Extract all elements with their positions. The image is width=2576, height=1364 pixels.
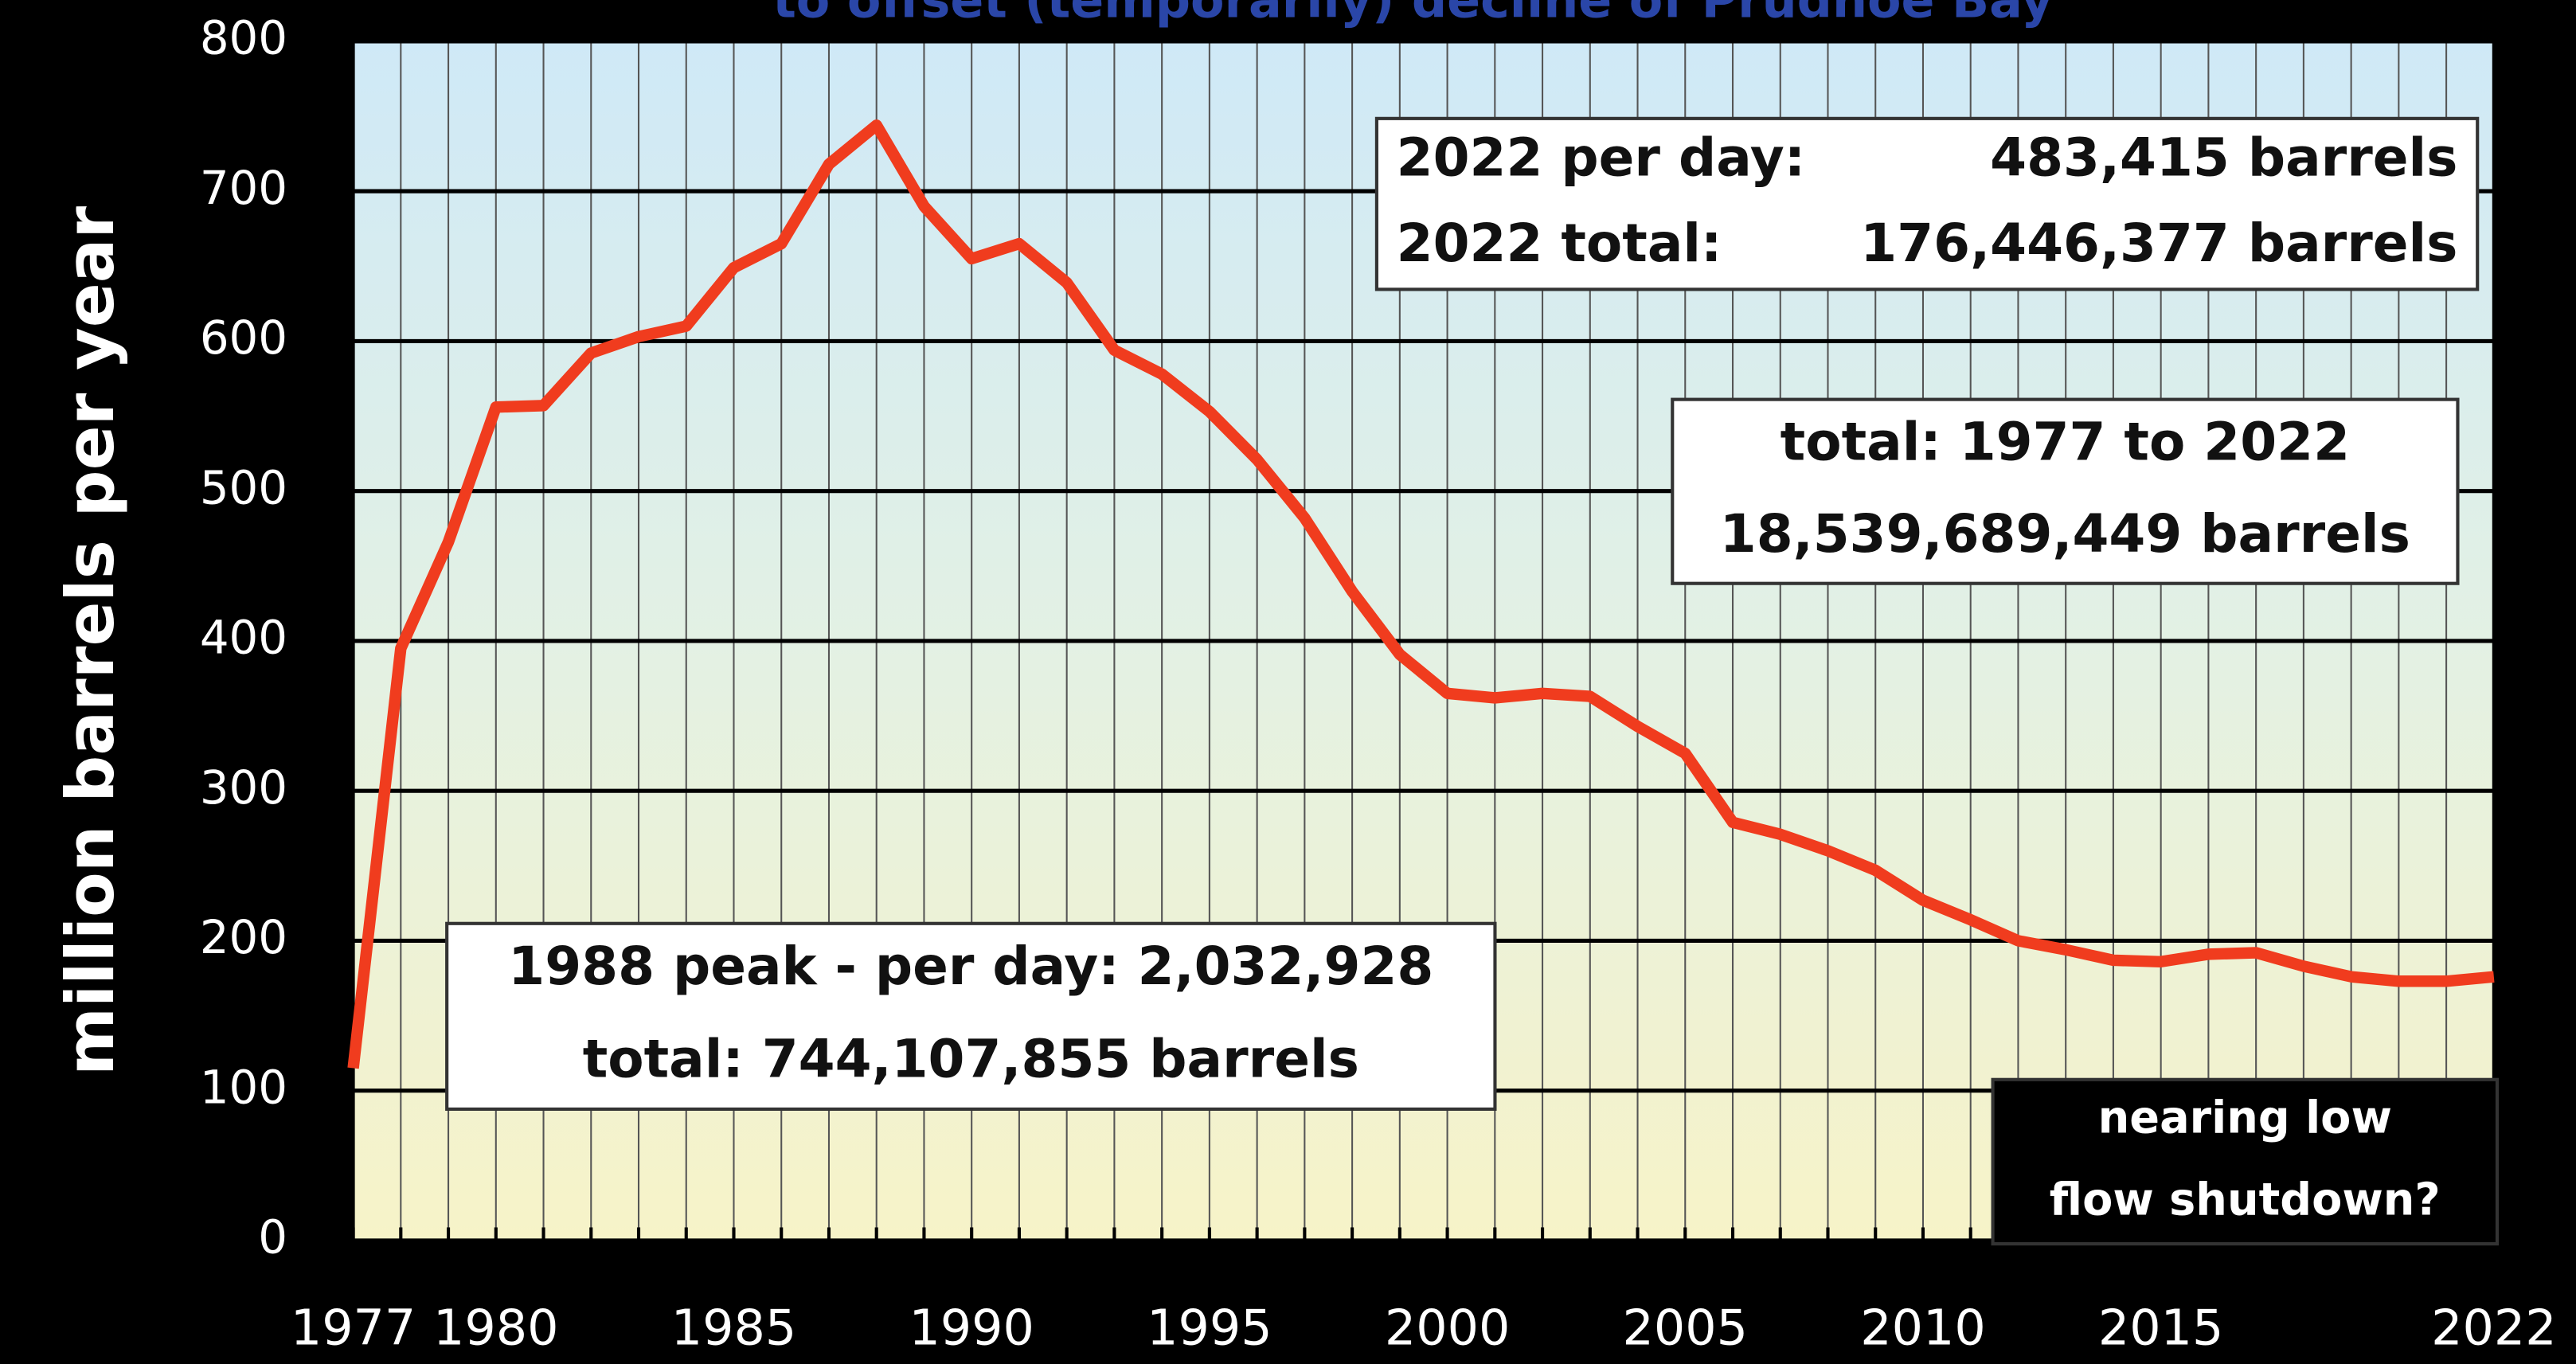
chart-title: to offset (temporarily) decline of Prudh… — [772, 0, 2053, 29]
y-tick-label: 200 — [200, 910, 287, 964]
annotation: 2022 per day: 483,415 barrels 2022 total: 1… — [1374, 116, 2480, 291]
x-tick-label: 2015 — [2098, 1300, 2223, 1357]
annotation-text: total: 744,107,855 barrels — [583, 1029, 1359, 1090]
x-tick-label: 2000 — [1385, 1300, 1510, 1357]
annotation-value: 483,415 barrels — [1990, 127, 2457, 189]
y-tick-label: 400 — [200, 611, 287, 665]
annotation: total: 1977 to 2022 18,539,689,449 barrel… — [1671, 397, 2460, 585]
annotation-text: flow shutdown? — [2050, 1174, 2441, 1226]
x-tick-label: 2010 — [1860, 1300, 1985, 1357]
y-tick-label: 800 — [200, 11, 287, 65]
annotation: 1988 peak - per day: 2,032,928 total: 744… — [445, 921, 1497, 1111]
y-tick-label: 600 — [200, 311, 287, 365]
x-tick-label: 1977 — [291, 1300, 416, 1357]
y-tick-label: 0 — [258, 1210, 287, 1264]
annotation-box — [1671, 397, 2460, 585]
data-line — [347, 119, 2495, 1069]
annotation-box — [1991, 1077, 2500, 1246]
annotation: nearing low flow shutdown? — [1991, 1077, 2500, 1246]
x-tick-label: 2022 — [2431, 1300, 2556, 1357]
annotation-text: nearing low — [2098, 1092, 2392, 1143]
x-tick-label: 2005 — [1623, 1300, 1748, 1357]
x-tick-label: 1995 — [1147, 1300, 1272, 1357]
x-tick-label: 1985 — [671, 1300, 796, 1357]
x-tick-label: 1980 — [433, 1300, 558, 1357]
annotation-text: 1988 peak - per day: 2,032,928 — [508, 936, 1433, 997]
plot-border — [351, 39, 2496, 1243]
annotation-label: 2022 total: — [1397, 213, 1722, 274]
x-tick-label: 1990 — [909, 1300, 1034, 1357]
annotation-box — [1374, 116, 2480, 291]
annotation-box — [445, 921, 1497, 1111]
y-tick-label: 300 — [200, 760, 287, 815]
y-tick-label: 100 — [200, 1060, 287, 1114]
annotation-value: 176,446,377 barrels — [1860, 213, 2457, 274]
y-tick-label: 500 — [200, 460, 287, 514]
y-tick-label: 700 — [200, 161, 287, 215]
annotation-label: 2022 per day: — [1397, 127, 1805, 189]
y-axis-label: million barrels per year — [53, 206, 129, 1076]
annotation-text: total: 1977 to 2022 — [1781, 411, 2350, 472]
annotation-text: 18,539,689,449 barrels — [1720, 503, 2410, 565]
